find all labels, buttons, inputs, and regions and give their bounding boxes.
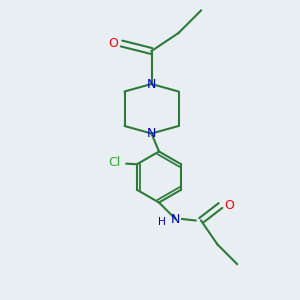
Text: O: O [108,37,118,50]
Text: N: N [147,127,156,140]
Text: O: O [224,199,234,212]
Text: N: N [147,77,156,91]
Text: Cl: Cl [108,156,121,169]
Text: N: N [171,212,180,226]
Text: H: H [158,217,166,227]
